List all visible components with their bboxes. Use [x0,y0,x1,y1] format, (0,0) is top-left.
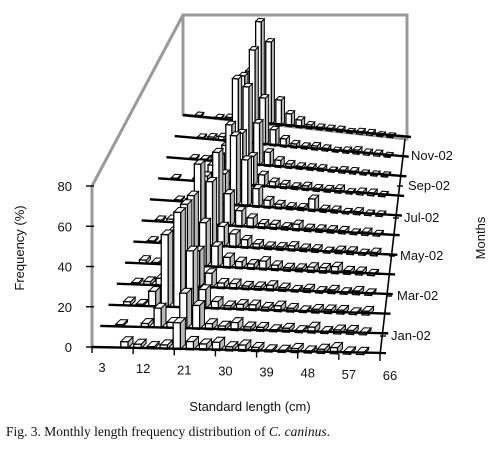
month-rows [91,17,412,356]
x-tick-label: 12 [136,361,150,376]
depth-axis [379,138,406,356]
bar [210,245,219,269]
x-axis-label: Standard length (cm) [189,399,310,414]
x-tick-label: 30 [218,363,232,378]
bar [240,158,249,208]
y-tick-label: 80 [58,179,72,194]
bar [234,209,243,228]
caption-text: Fig. 3. Monthly length frequency distrib… [6,424,269,439]
x-tick-label: 57 [342,367,356,382]
row-baseline [166,155,407,178]
caption-species: C. caninus [268,424,327,439]
y-tick-label: 60 [58,219,72,234]
bar-side [186,287,193,331]
row-baseline [100,324,389,335]
bar-side [167,228,174,309]
bar-side [192,245,199,310]
length-frequency-chart: 0 20 40 60 80 3 12 21 30 39 48 57 66 Jan-02 Mar-02 May-… [12,13,488,414]
month-label: Jan-02 [391,328,431,343]
month-label: Mar-02 [397,288,438,303]
left-wall-top [90,14,185,187]
bar [148,290,157,308]
x-tick-label: 39 [259,365,273,380]
x-tick-label: 21 [177,362,191,377]
y-tick-label: 40 [58,260,72,275]
chart-axes: 0 20 40 60 80 3 12 21 30 39 48 57 66 Jan-02 Mar-02 May-… [58,138,453,383]
bar [172,321,182,351]
month-label: Sep-02 [408,178,450,193]
y-axis-label: Frequency (%) [12,205,27,290]
month-label: May-02 [400,248,443,263]
x-tick-label: 3 [98,360,105,375]
month-label: Nov-02 [411,148,453,163]
y-tick-label: 0 [65,340,72,355]
x-tick-label: 66 [383,368,397,383]
bar [252,187,260,209]
bar-side [199,245,205,289]
caption-suffix: . [326,424,330,439]
month-row [100,287,389,337]
bar [191,304,201,330]
bar [160,233,169,308]
month-row [174,45,409,159]
row-baseline [182,113,412,139]
bar [308,197,316,213]
bar [285,112,293,128]
figure-caption: Fig. 3. Monthly length frequency distrib… [6,424,492,440]
bar [223,192,232,228]
y-tick-label: 20 [58,300,72,315]
month-label: Jul-02 [404,210,439,225]
bar [275,98,283,127]
months-axis-label: Months [473,216,488,259]
month-row [91,316,387,356]
x-tick-label: 48 [300,366,314,381]
row-baseline [91,345,387,355]
bar [153,307,162,329]
row-baseline [174,134,409,158]
